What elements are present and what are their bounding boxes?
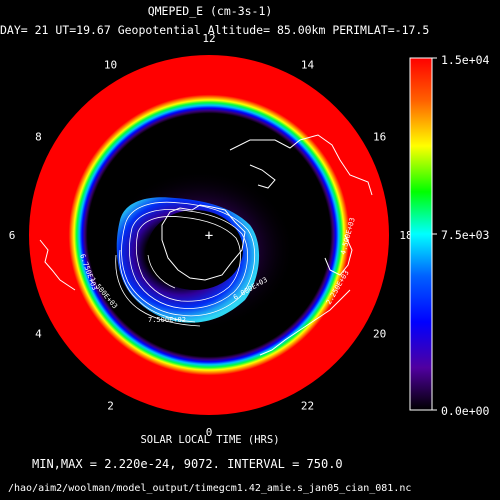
lt-tick-22: 22 [301,400,314,413]
lt-tick-8: 8 [35,131,42,144]
min-max-interval: MIN,MAX = 2.220e-24, 9072. INTERVAL = 75… [32,457,343,471]
colorbar [409,57,433,411]
colorbar-label-mid: 7.5e+03 [441,228,490,242]
chart-title: QMEPED_E (cm-3s-1) [147,4,273,18]
chart-subtitle: DAY= 21 UT=19.67 Geopotential Altitude= … [0,23,430,37]
x-axis-label: SOLAR LOCAL TIME (HRS) [140,434,280,446]
colorbar-label-max: 1.5e+04 [441,53,490,67]
lt-tick-0: 0 [206,426,213,439]
plot-center-marker: + [205,228,213,244]
lt-tick-20: 20 [373,328,386,341]
lt-tick-2: 2 [107,400,114,413]
file-path: /hao/aim2/woolman/model_output/timegcm1.… [8,483,412,494]
local-time-tick-labels: 0 2 4 6 8 10 12 14 16 18 20 22 [9,32,413,439]
lt-tick-18: 18 [399,229,412,242]
field-blobs [105,170,295,330]
lt-tick-16: 16 [373,131,386,144]
lt-tick-14: 14 [301,58,315,71]
lt-tick-4: 4 [35,328,42,341]
coastlines [39,134,373,356]
contour-label: 7.500E+02 [148,316,186,324]
colorbar-label-min: 0.0e+00 [441,404,490,418]
lt-tick-6: 6 [9,229,16,242]
oval-hole [147,210,243,290]
contours [115,201,255,327]
lt-tick-10: 10 [104,58,117,71]
lt-tick-12: 12 [202,32,215,45]
